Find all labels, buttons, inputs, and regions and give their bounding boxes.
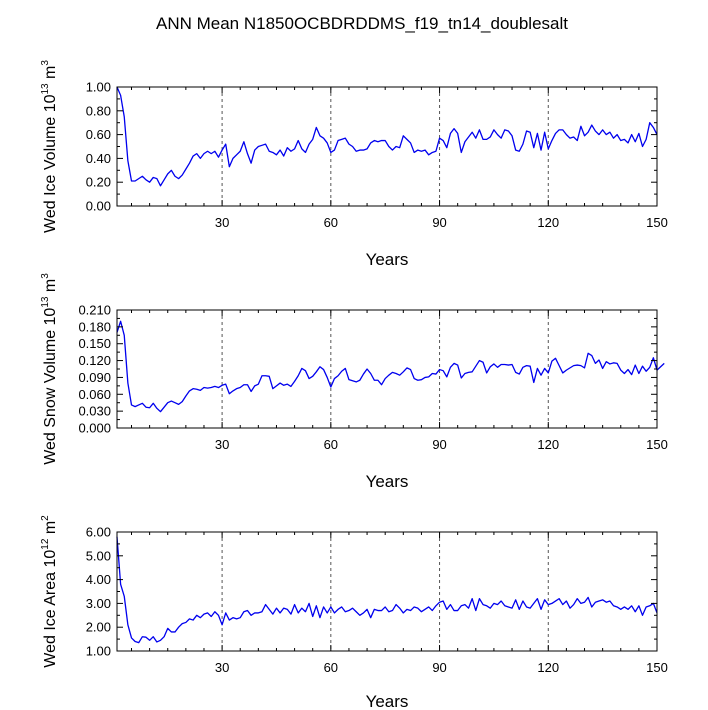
panel-snow-volume: 30 60 90 120 150 0.000 0.030 0.060 0.090 0.120 0.1… — [40, 273, 668, 491]
y-tick-label: 3.00 — [86, 596, 111, 611]
y-axis-label: Wed Ice Area 1012 m2 — [40, 515, 59, 668]
x-tick-label: 60 — [324, 437, 338, 452]
y-tick-label: 6.00 — [86, 525, 111, 540]
series-line-ice-area — [116, 536, 658, 644]
y-axis-label-unit: m — [42, 521, 59, 539]
x-tick-label: 90 — [432, 437, 446, 452]
y-axis-label-text: Wed Snow Volume 10 — [42, 308, 59, 465]
x-axis-label: Years — [366, 692, 409, 710]
x-tick-label: 90 — [432, 215, 446, 230]
y-axis-label-exponent: 13 — [40, 83, 51, 95]
y-tick-label: 4.00 — [86, 572, 111, 587]
y-tick-label: 5.00 — [86, 548, 111, 563]
y-axis-label-unit: m — [42, 66, 59, 84]
y-axis-label-exponent: 12 — [40, 538, 51, 550]
x-tick-label: 60 — [324, 660, 338, 675]
series-line-ice-volume — [116, 86, 658, 187]
x-tick-label: 120 — [537, 660, 559, 675]
x-tick-label: 30 — [215, 215, 229, 230]
y-axis-label-unit-exponent: 3 — [40, 273, 51, 279]
y-tick-label: 0.00 — [86, 199, 111, 214]
y-tick-label: 0.180 — [78, 319, 111, 334]
x-tick-label: 120 — [537, 215, 559, 230]
y-tick-label: 0.150 — [78, 336, 111, 351]
x-tick-label: 90 — [432, 660, 446, 675]
chart-title: ANN Mean N1850OCBDRDDMS_f19_tn14_doubles… — [156, 14, 568, 33]
y-tick-label: 0.80 — [86, 103, 111, 118]
y-tick-label: 0.030 — [78, 404, 111, 419]
plot-frame — [116, 309, 658, 429]
y-axis-label: Wed Ice Volume 1013 m3 — [40, 60, 59, 233]
plot-frame — [116, 86, 658, 207]
y-tick-label: 0.120 — [78, 353, 111, 368]
y-axis-label-unit-exponent: 3 — [40, 60, 51, 66]
y-tick-label: 0.60 — [86, 127, 111, 142]
y-axis-label: Wed Snow Volume 1013 m3 — [40, 273, 59, 465]
y-tick-label: 0.000 — [78, 421, 111, 436]
x-tick-label: 150 — [646, 437, 668, 452]
plot-frame — [116, 531, 658, 652]
x-axis-label: Years — [366, 472, 409, 491]
y-tick-label: 1.00 — [86, 644, 111, 659]
x-tick-label: 120 — [537, 437, 559, 452]
y-tick-label: 0.210 — [78, 303, 111, 318]
x-tick-label: 30 — [215, 660, 229, 675]
y-tick-label: 2.00 — [86, 620, 111, 635]
panel-ice-volume: 30 60 90 120 150 0.00 0.20 0.40 0.60 0.80 1.00 Year… — [40, 60, 668, 269]
panel-ice-area: 30 60 90 120 150 1.00 2.00 3.00 4.00 5.00 6.00 Year… — [40, 515, 668, 710]
x-axis-label: Years — [366, 250, 409, 269]
y-axis-label-text: Wed Ice Volume 10 — [42, 94, 59, 233]
series-line-snow-volume — [116, 320, 665, 413]
y-axis-label-text: Wed Ice Area 10 — [42, 550, 59, 668]
y-tick-label: 0.060 — [78, 387, 111, 402]
x-tick-label: 60 — [324, 215, 338, 230]
y-tick-label: 0.20 — [86, 175, 111, 190]
y-axis-label-exponent: 13 — [40, 296, 51, 308]
y-tick-label: 0.090 — [78, 370, 111, 385]
chart-panels: 30 60 90 120 150 0.00 0.20 0.40 0.60 0.80 1.00 Year… — [40, 60, 668, 710]
x-tick-label: 150 — [646, 660, 668, 675]
y-axis-label-unit-exponent: 2 — [40, 515, 51, 521]
x-tick-label: 30 — [215, 437, 229, 452]
y-tick-label: 1.00 — [86, 80, 111, 95]
y-axis-label-unit: m — [42, 279, 59, 297]
x-tick-label: 150 — [646, 215, 668, 230]
y-tick-label: 0.40 — [86, 151, 111, 166]
